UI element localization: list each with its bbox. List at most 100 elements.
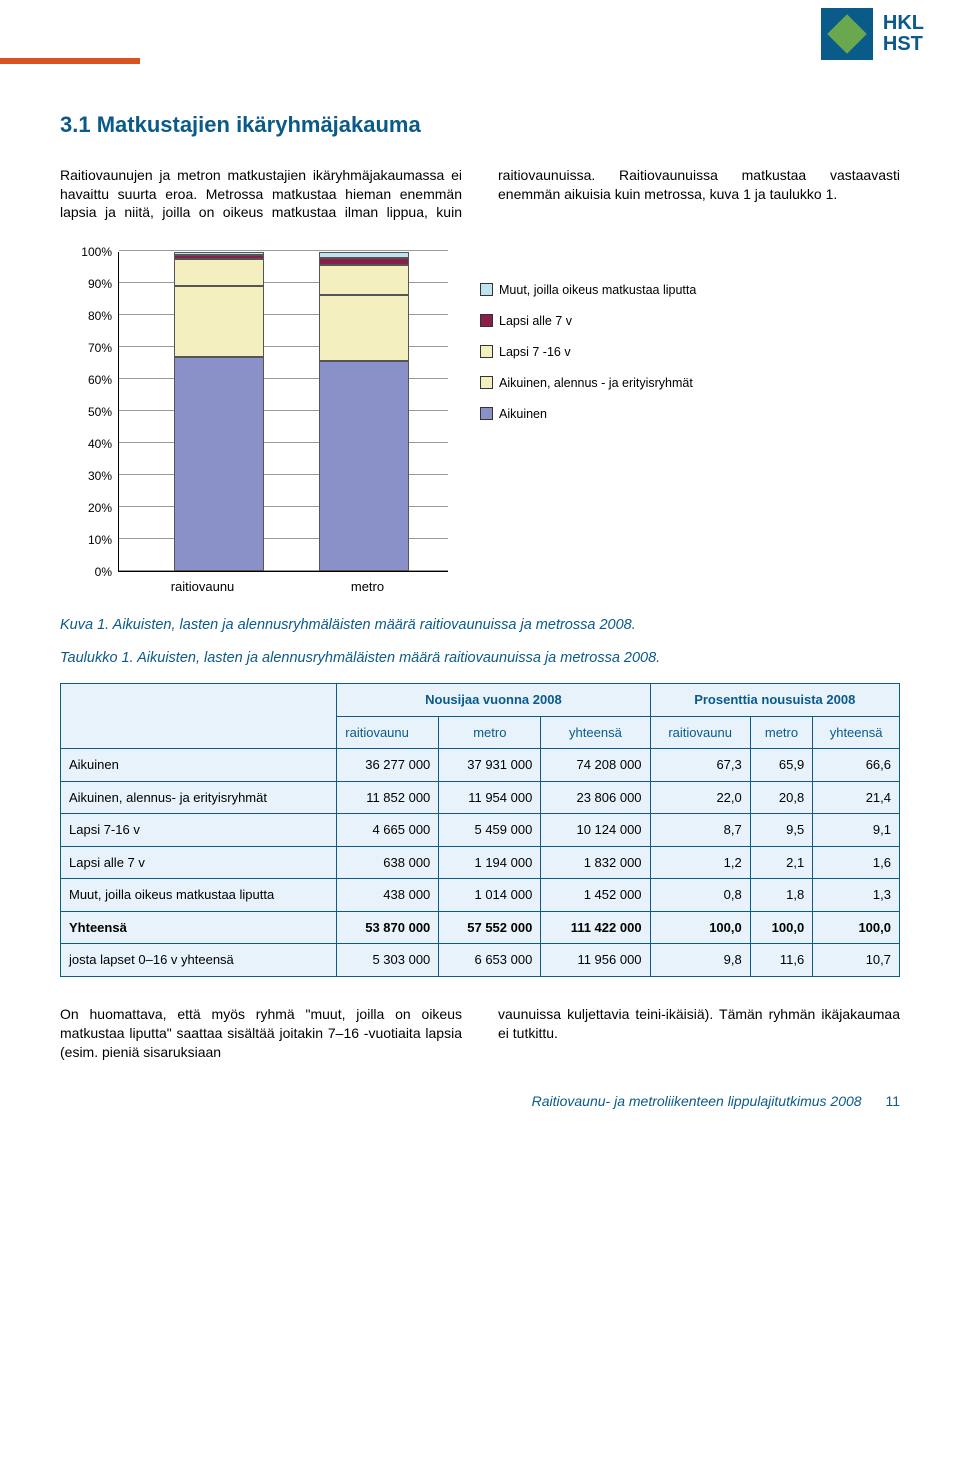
cell: 23 806 000: [541, 781, 650, 814]
section-title: 3.1 Matkustajien ikäryhmäjakauma: [60, 110, 900, 140]
cell: 57 552 000: [439, 911, 541, 944]
segment-lapsi716: [319, 265, 409, 295]
y-tick-label: 80%: [88, 308, 112, 324]
legend-label: Lapsi alle 7 v: [499, 313, 572, 330]
data-table: Nousijaa vuonna 2008 Prosenttia nousuist…: [60, 683, 900, 977]
cell: 1 452 000: [541, 879, 650, 912]
table-subheader: yhteensä: [541, 716, 650, 749]
footer-page-number: 11: [885, 1093, 900, 1109]
cell: 638 000: [337, 846, 439, 879]
cell: 1,3: [813, 879, 900, 912]
cell: 67,3: [650, 749, 750, 782]
row-label: Yhteensä: [61, 911, 337, 944]
y-tick-label: 70%: [88, 340, 112, 356]
cell: 9,8: [650, 944, 750, 977]
table-row: Yhteensä53 870 00057 552 000111 422 000 1…: [61, 911, 900, 944]
cell: 1 014 000: [439, 879, 541, 912]
table-row: Aikuinen36 277 00037 931 00074 208 00067…: [61, 749, 900, 782]
table-group-1: Nousijaa vuonna 2008: [337, 684, 650, 717]
row-label: josta lapset 0–16 v yhteensä: [61, 944, 337, 977]
legend-swatch: [480, 314, 493, 327]
chart-legend: Muut, joilla oikeus matkustaa liputta Lap…: [480, 282, 696, 422]
table-group-2: Prosenttia nousuista 2008: [650, 684, 899, 717]
cell: 100,0: [750, 911, 812, 944]
table-corner: [61, 684, 337, 749]
y-tick-label: 60%: [88, 372, 112, 388]
cell: 11 852 000: [337, 781, 439, 814]
segment-alennus: [319, 295, 409, 361]
cell: 1,8: [750, 879, 812, 912]
cell: 1,2: [650, 846, 750, 879]
table-row: josta lapset 0–16 v yhteensä5 303 0006 6…: [61, 944, 900, 977]
y-tick-label: 30%: [88, 468, 112, 484]
cell: 1 832 000: [541, 846, 650, 879]
cell: 9,5: [750, 814, 812, 847]
legend-swatch: [480, 407, 493, 420]
intro-paragraph: Raitiovaunujen ja metron matkustajien ik…: [60, 166, 900, 223]
table-row: Aikuinen, alennus- ja erityisryhmät11 85…: [61, 781, 900, 814]
legend-label: Muut, joilla oikeus matkustaa liputta: [499, 282, 696, 299]
cell: 11 954 000: [439, 781, 541, 814]
row-label: Lapsi alle 7 v: [61, 846, 337, 879]
table-subheader: raitiovaunu: [650, 716, 750, 749]
y-tick-label: 20%: [88, 500, 112, 516]
row-label: Aikuinen: [61, 749, 337, 782]
y-tick-label: 10%: [88, 532, 112, 548]
table-row: Muut, joilla oikeus matkustaa liputta438…: [61, 879, 900, 912]
legend-item: Aikuinen, alennus - ja erityisryhmät: [480, 375, 696, 392]
closing-paragraph-left: On huomattava, että myös ryhmä "muut, jo…: [60, 1005, 462, 1062]
legend-swatch: [480, 345, 493, 358]
table-subheader: raitiovaunu: [337, 716, 439, 749]
cell: 11,6: [750, 944, 812, 977]
table-subheader: yhteensä: [813, 716, 900, 749]
table-subheader: metro: [750, 716, 812, 749]
legend-item: Lapsi 7 -16 v: [480, 344, 696, 361]
row-label: Lapsi 7-16 v: [61, 814, 337, 847]
legend-item: Lapsi alle 7 v: [480, 313, 696, 330]
table-row: Lapsi alle 7 v638 0001 194 0001 832 0001…: [61, 846, 900, 879]
cell: 0,8: [650, 879, 750, 912]
bar-metro: [319, 252, 409, 571]
closing-paragraphs: On huomattava, että myös ryhmä "muut, jo…: [60, 1005, 900, 1062]
cell: 10 124 000: [541, 814, 650, 847]
cell: 20,8: [750, 781, 812, 814]
segment-lapsi716: [174, 259, 264, 287]
segment-alennus: [174, 286, 264, 356]
cell: 8,7: [650, 814, 750, 847]
legend-item: Muut, joilla oikeus matkustaa liputta: [480, 282, 696, 299]
row-label: Muut, joilla oikeus matkustaa liputta: [61, 879, 337, 912]
legend-swatch: [480, 376, 493, 389]
bar-raitiovaunu: [174, 252, 264, 571]
segment-aikuinen: [319, 361, 409, 571]
y-tick-label: 0%: [95, 564, 112, 580]
y-tick-label: 40%: [88, 436, 112, 452]
y-tick-label: 50%: [88, 404, 112, 420]
cell: 5 303 000: [337, 944, 439, 977]
table-row: Lapsi 7-16 v4 665 0005 459 00010 124 000…: [61, 814, 900, 847]
legend-label: Aikuinen, alennus - ja erityisryhmät: [499, 375, 693, 392]
closing-paragraph-right: vaunuissa kuljettavia teini-ikäisiä). Tä…: [498, 1005, 900, 1043]
cell: 6 653 000: [439, 944, 541, 977]
y-tick-label: 100%: [81, 244, 112, 260]
page-footer: Raitiovaunu- ja metroliikenteen lippulaj…: [60, 1092, 900, 1111]
cell: 66,6: [813, 749, 900, 782]
cell: 2,1: [750, 846, 812, 879]
segment-alle7: [319, 258, 409, 265]
cell: 53 870 000: [337, 911, 439, 944]
chart-x-labels: raitiovaunumetro: [60, 578, 450, 596]
cell: 1,6: [813, 846, 900, 879]
cell: 74 208 000: [541, 749, 650, 782]
cell: 22,0: [650, 781, 750, 814]
cell: 10,7: [813, 944, 900, 977]
footer-doc-title: Raitiovaunu- ja metroliikenteen lippulaj…: [532, 1093, 862, 1109]
segment-aikuinen: [174, 357, 264, 572]
x-label: metro: [285, 578, 450, 596]
cell: 65,9: [750, 749, 812, 782]
legend-label: Aikuinen: [499, 406, 547, 423]
intro-paragraphs: Raitiovaunujen ja metron matkustajien ik…: [60, 166, 900, 223]
legend-swatch: [480, 283, 493, 296]
cell: 111 422 000: [541, 911, 650, 944]
cell: 37 931 000: [439, 749, 541, 782]
cell: 9,1: [813, 814, 900, 847]
cell: 100,0: [813, 911, 900, 944]
